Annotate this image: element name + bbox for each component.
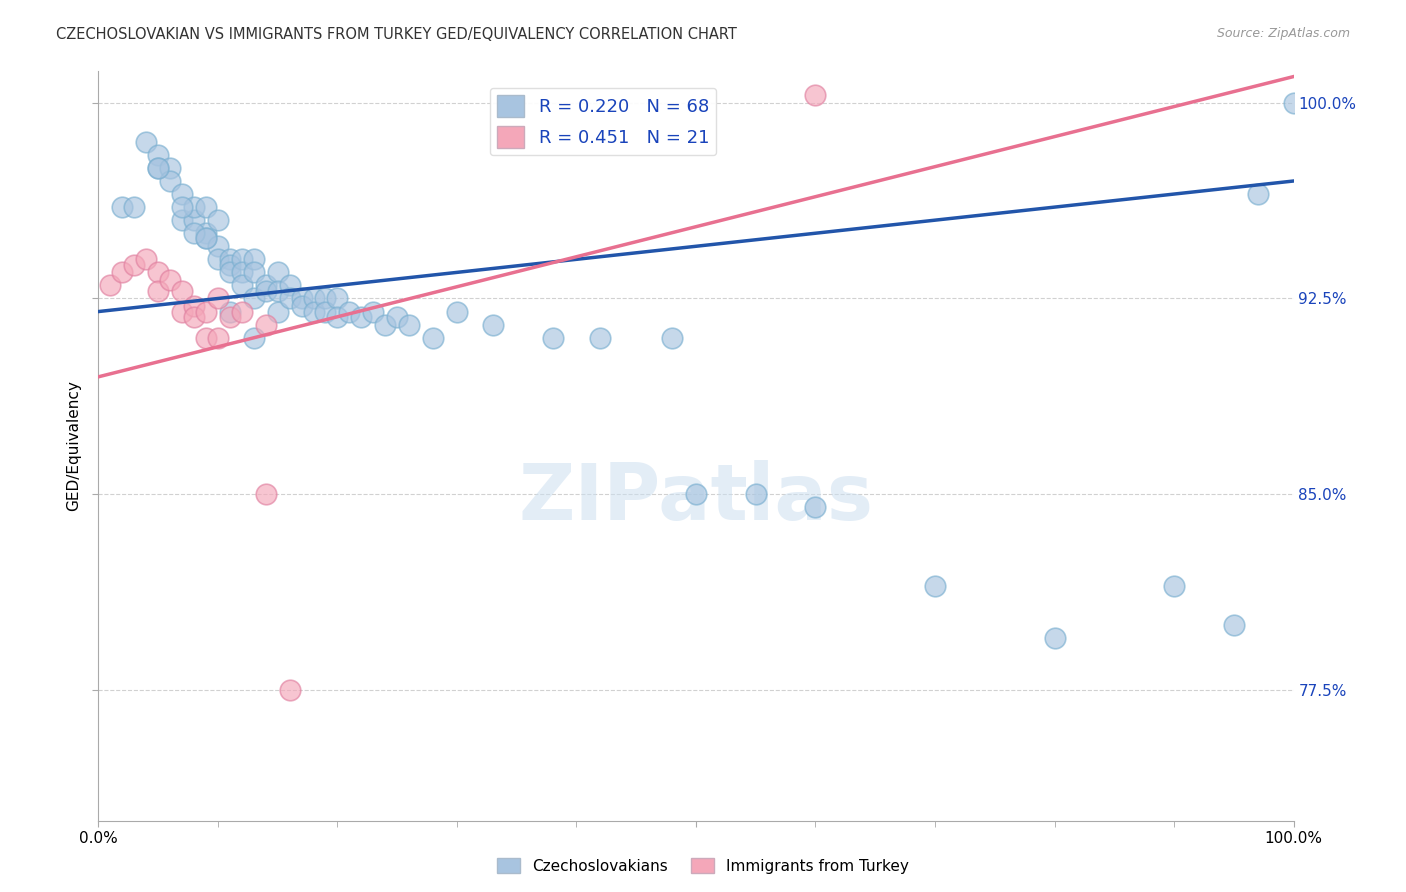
Point [1247, 187, 1270, 202]
Point [135, 135, 157, 149]
Point [219, 310, 242, 324]
Point [172, 187, 194, 202]
Point [195, 231, 218, 245]
Point [231, 265, 253, 279]
Point [195, 331, 218, 345]
Text: ZIPatlas: ZIPatlas [519, 460, 873, 536]
Point [254, 318, 277, 332]
Point [243, 331, 266, 345]
Point [661, 331, 683, 345]
Point [148, 161, 170, 175]
Legend: R = 0.220   N = 68, R = 0.451   N = 21: R = 0.220 N = 68, R = 0.451 N = 21 [489, 88, 716, 155]
Point [278, 278, 301, 293]
Point [481, 318, 505, 332]
Point [172, 200, 194, 214]
Point [207, 331, 229, 345]
Point [278, 683, 301, 698]
Point [159, 161, 181, 175]
Point [148, 161, 170, 175]
Point [924, 579, 946, 593]
Point [267, 265, 290, 279]
Point [195, 200, 218, 214]
Point [207, 292, 229, 306]
Point [207, 213, 229, 227]
Text: Source: ZipAtlas.com: Source: ZipAtlas.com [1216, 27, 1350, 40]
Point [219, 252, 242, 267]
Point [339, 304, 361, 318]
Point [326, 292, 349, 306]
Point [148, 148, 170, 162]
Point [315, 292, 337, 306]
Point [374, 318, 396, 332]
Point [1163, 579, 1185, 593]
Point [1282, 95, 1305, 110]
Point [195, 231, 218, 245]
Point [254, 284, 277, 298]
Point [148, 265, 170, 279]
Point [172, 284, 194, 298]
Point [254, 278, 277, 293]
Point [302, 304, 325, 318]
Point [124, 258, 146, 272]
Point [231, 252, 253, 267]
Point [315, 304, 337, 318]
Point [745, 487, 768, 501]
Point [685, 487, 707, 501]
Point [195, 226, 218, 240]
Point [302, 292, 325, 306]
Point [219, 265, 242, 279]
Point [278, 292, 301, 306]
Point [124, 200, 146, 214]
Point [159, 273, 181, 287]
Point [291, 292, 314, 306]
Point [148, 284, 170, 298]
Point [183, 200, 205, 214]
Point [326, 310, 349, 324]
Point [804, 87, 827, 102]
Point [1223, 617, 1246, 632]
Point [243, 292, 266, 306]
Point [183, 310, 205, 324]
Point [350, 310, 373, 324]
Text: CZECHOSLOVAKIAN VS IMMIGRANTS FROM TURKEY GED/EQUIVALENCY CORRELATION CHART: CZECHOSLOVAKIAN VS IMMIGRANTS FROM TURKE… [56, 27, 737, 42]
Point [231, 278, 253, 293]
Point [172, 213, 194, 227]
Point [183, 213, 205, 227]
Point [385, 310, 409, 324]
Point [243, 252, 266, 267]
Point [159, 174, 181, 188]
Point [254, 487, 277, 501]
Point [398, 318, 420, 332]
Point [363, 304, 385, 318]
Point [207, 252, 229, 267]
Point [172, 304, 194, 318]
Point [267, 304, 290, 318]
Point [135, 252, 157, 267]
Point [207, 239, 229, 253]
Point [291, 299, 314, 313]
Point [422, 331, 444, 345]
Point [98, 278, 122, 293]
Point [804, 500, 827, 515]
Point [1043, 631, 1066, 645]
Point [183, 226, 205, 240]
Point [243, 265, 266, 279]
Point [111, 200, 134, 214]
Point [183, 299, 205, 313]
Legend: Czechoslovakians, Immigrants from Turkey: Czechoslovakians, Immigrants from Turkey [491, 852, 915, 880]
Point [195, 304, 218, 318]
Point [267, 284, 290, 298]
Point [541, 331, 564, 345]
Point [231, 304, 253, 318]
Point [111, 265, 134, 279]
Point [589, 331, 612, 345]
Point [446, 304, 468, 318]
Y-axis label: GED/Equivalency: GED/Equivalency [66, 381, 82, 511]
Point [219, 258, 242, 272]
Point [219, 304, 242, 318]
